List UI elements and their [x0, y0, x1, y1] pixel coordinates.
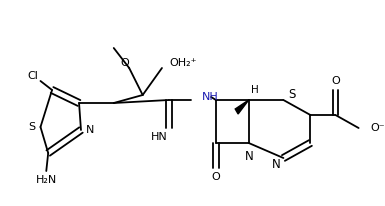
Text: N: N	[85, 125, 94, 135]
Text: S: S	[28, 122, 35, 132]
Text: O⁻: O⁻	[370, 123, 385, 133]
Text: HN: HN	[151, 132, 167, 142]
Text: O: O	[331, 76, 340, 86]
Text: Cl: Cl	[27, 71, 38, 81]
Text: N: N	[245, 150, 254, 163]
Text: NH: NH	[201, 92, 218, 102]
Text: H₂N: H₂N	[36, 175, 57, 185]
Text: O: O	[120, 58, 129, 68]
Polygon shape	[235, 100, 249, 114]
Text: OH₂⁺: OH₂⁺	[169, 58, 197, 68]
Text: N: N	[272, 158, 281, 171]
Text: O: O	[212, 172, 220, 182]
Text: H: H	[251, 85, 258, 95]
Text: S: S	[288, 88, 296, 101]
